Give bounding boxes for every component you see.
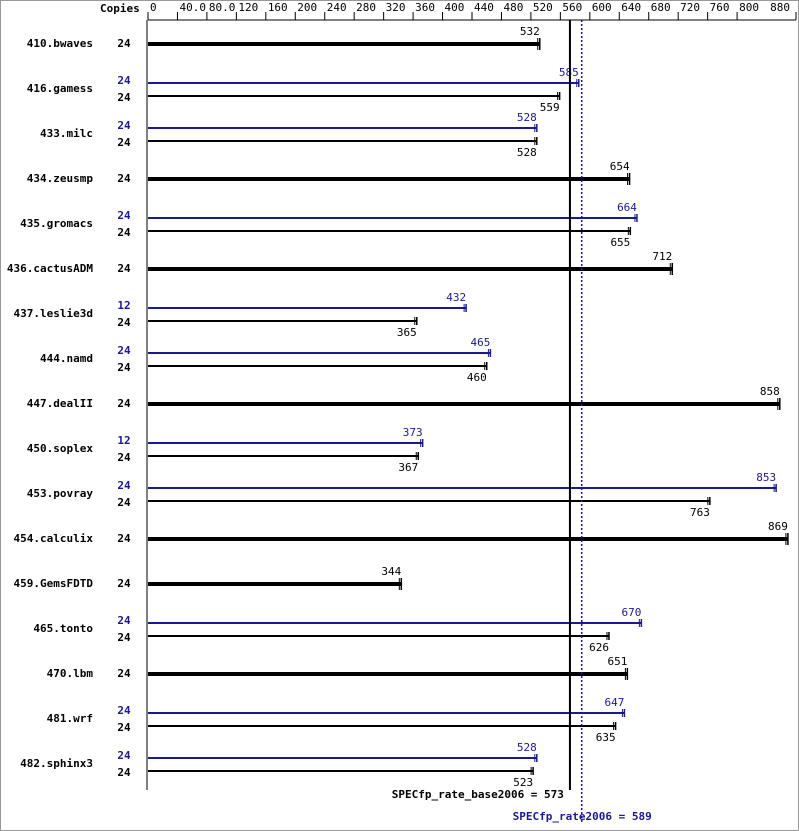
value-label: 858 — [760, 385, 780, 398]
copies: 24 — [117, 496, 131, 509]
value-label: 655 — [610, 236, 630, 249]
value-label: 670 — [621, 606, 641, 619]
value-label: 853 — [756, 471, 776, 484]
category-label: 410.bwaves — [27, 37, 93, 50]
copies: 24 — [117, 766, 131, 779]
copies: 24 — [117, 262, 131, 275]
x-tick-label: 400 — [445, 1, 465, 14]
x-tick-label: 800 — [739, 1, 759, 14]
x-tick-label: 760 — [710, 1, 730, 14]
value-label: 528 — [517, 146, 537, 159]
value-label: 365 — [397, 326, 417, 339]
x-tick-label: 80.0 — [209, 1, 236, 14]
category-label: 436.cactusADM — [7, 262, 93, 275]
category-label: 481.wrf — [47, 712, 93, 725]
copies: 24 — [117, 344, 131, 357]
copies: 24 — [117, 532, 131, 545]
copies: 12 — [117, 434, 130, 447]
copies: 24 — [117, 577, 131, 590]
copies: 24 — [117, 667, 131, 680]
copies: 24 — [117, 209, 131, 222]
value-label: 528 — [517, 741, 537, 754]
value-label: 763 — [690, 506, 710, 519]
copies: 24 — [117, 749, 131, 762]
value-label: 654 — [610, 160, 630, 173]
x-tick-label: 560 — [562, 1, 582, 14]
value-label: 528 — [517, 111, 537, 124]
value-label: 869 — [768, 520, 788, 533]
copies: 24 — [117, 316, 131, 329]
category-label: 416.gamess — [27, 82, 93, 95]
copies: 24 — [117, 614, 131, 627]
copies: 24 — [117, 172, 131, 185]
x-tick-label: 40.0 — [179, 1, 206, 14]
copies: 24 — [117, 631, 131, 644]
value-label: 523 — [513, 776, 533, 789]
value-label: 460 — [467, 371, 487, 384]
x-tick-label: 680 — [651, 1, 671, 14]
reference-label: SPECfp_rate2006 = 589 — [513, 810, 652, 823]
copies: 24 — [117, 226, 131, 239]
value-label: 532 — [520, 25, 540, 38]
value-label: 647 — [605, 696, 625, 709]
value-label: 664 — [617, 201, 637, 214]
x-tick-label: 240 — [327, 1, 347, 14]
x-tick-label: 520 — [533, 1, 553, 14]
category-label: 482.sphinx3 — [20, 757, 93, 770]
copies: 24 — [117, 91, 131, 104]
x-tick-label: 640 — [621, 1, 641, 14]
category-label: 444.namd — [40, 352, 93, 365]
copies: 24 — [117, 37, 131, 50]
copies-header: Copies — [100, 2, 140, 15]
value-label: 559 — [540, 101, 560, 114]
value-label: 585 — [559, 66, 579, 79]
value-label: 712 — [652, 250, 672, 263]
x-tick-label: 0 — [150, 1, 157, 14]
value-label: 432 — [446, 291, 466, 304]
copies: 24 — [117, 136, 131, 149]
value-label: 651 — [607, 655, 627, 668]
x-tick-label: 200 — [297, 1, 317, 14]
reference-label: SPECfp_rate_base2006 = 573 — [392, 788, 564, 801]
value-label: 367 — [398, 461, 418, 474]
copies: 24 — [117, 451, 131, 464]
x-tick-label: 120 — [238, 1, 258, 14]
category-label: 465.tonto — [33, 622, 93, 635]
category-label: 459.GemsFDTD — [14, 577, 94, 590]
x-tick-label: 320 — [386, 1, 406, 14]
copies: 24 — [117, 721, 131, 734]
value-label: 373 — [403, 426, 423, 439]
copies: 24 — [117, 704, 131, 717]
value-label: 465 — [471, 336, 491, 349]
category-label: 433.milc — [40, 127, 93, 140]
x-tick-label: 280 — [356, 1, 376, 14]
category-label: 435.gromacs — [20, 217, 93, 230]
value-label: 344 — [381, 565, 401, 578]
copies: 24 — [117, 397, 131, 410]
x-tick-label: 360 — [415, 1, 435, 14]
category-label: 453.povray — [27, 487, 94, 500]
x-tick-label: 440 — [474, 1, 494, 14]
value-label: 626 — [589, 641, 609, 654]
category-label: 450.soplex — [27, 442, 94, 455]
copies: 24 — [117, 361, 131, 374]
category-label: 470.lbm — [47, 667, 94, 680]
value-label: 635 — [596, 731, 616, 744]
category-label: 434.zeusmp — [27, 172, 94, 185]
copies: 24 — [117, 479, 131, 492]
copies: 24 — [117, 119, 131, 132]
x-tick-label: 480 — [503, 1, 523, 14]
copies: 12 — [117, 299, 130, 312]
x-tick-label: 880 — [770, 1, 790, 14]
x-tick-label: 720 — [680, 1, 700, 14]
x-tick-label: 160 — [268, 1, 288, 14]
category-label: 447.dealII — [27, 397, 93, 410]
category-label: 437.leslie3d — [14, 307, 93, 320]
category-label: 454.calculix — [14, 532, 94, 545]
copies: 24 — [117, 74, 131, 87]
x-tick-label: 600 — [592, 1, 612, 14]
